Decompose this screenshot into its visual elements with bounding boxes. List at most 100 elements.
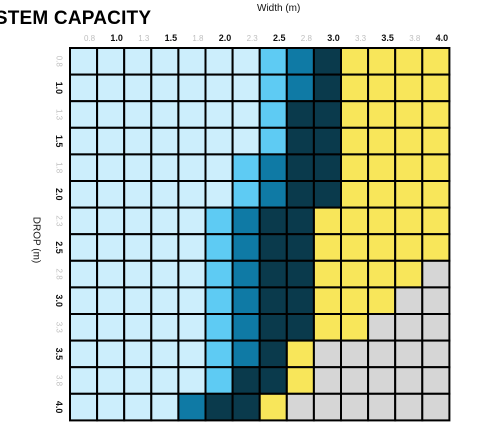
y-tick-label: 0.8 [54,56,63,68]
heatmap-cell-r14-c5 [177,392,207,422]
heatmap-cell-r5-c11 [340,153,370,182]
heatmap-cell-r7-c10 [312,206,342,236]
heatmap-cell-r12-c6 [204,339,234,369]
heatmap-cell-r13-c6 [204,366,234,395]
heatmap-cell-r7-c6 [204,206,234,236]
heatmap-cell-r6-c8 [258,180,288,209]
heatmap-cell-r14-c1 [69,392,99,422]
heatmap-cell-r8-c11 [340,233,370,262]
heatmap-cell-r5-c5 [177,153,207,182]
heatmap-cell-r12-c7 [231,339,261,369]
heatmap-cell-r8-c3 [123,233,153,262]
y-tick-label: 1.0 [54,82,64,95]
heatmap-cell-r12-c11 [340,339,370,369]
heatmap-cell-r13-c10 [312,366,342,395]
heatmap-cell-r12-c14 [421,339,451,369]
heatmap-cell-r3-c12 [367,100,397,129]
heatmap-cell-r9-c13 [394,259,424,289]
heatmap-cell-r8-c6 [204,233,234,262]
heatmap-cell-r6-c9 [285,180,315,209]
heatmap-cell-r7-c14 [421,206,451,236]
heatmap-cell-r5-c13 [394,153,424,182]
heatmap-cell-r9-c9 [285,259,315,289]
heatmap-cell-r13-c5 [177,366,207,395]
heatmap-cell-r3-c6 [204,100,234,129]
heatmap-cell-r8-c14 [421,233,451,262]
heatmap-cell-r7-c5 [177,206,207,236]
heatmap-cell-r1-c8 [258,47,288,76]
heatmap-cell-r5-c6 [204,153,234,182]
heatmap-cell-r9-c8 [258,259,288,289]
heatmap-cell-r14-c14 [421,392,451,422]
heatmap-cell-r11-c8 [258,313,288,342]
heatmap-cell-r11-c13 [394,313,424,342]
heatmap-cell-r13-c11 [340,366,370,395]
heatmap-cell-r4-c8 [258,126,288,156]
heatmap-cell-r11-c5 [177,313,207,342]
heatmap-cell-r4-c12 [367,126,397,156]
heatmap-cell-r1-c14 [421,47,451,76]
heatmap-cell-r2-c6 [204,73,234,103]
heatmap-cell-r13-c14 [421,366,451,395]
x-tick-label: 3.5 [381,33,394,43]
heatmap-cell-r4-c7 [231,126,261,156]
heatmap-cell-r1-c3 [123,47,153,76]
heatmap-cell-r10-c9 [285,286,315,315]
heatmap-cell-r14-c10 [312,392,342,422]
x-tick-label: 1.8 [192,34,204,43]
y-tick-label: 4.0 [54,401,64,414]
heatmap-cell-r7-c2 [96,206,126,236]
heatmap-cell-r12-c4 [150,339,180,369]
heatmap-cell-r10-c5 [177,286,207,315]
heatmap-cell-r8-c1 [69,233,99,262]
heatmap-cell-r14-c11 [340,392,370,422]
heatmap-cell-r2-c5 [177,73,207,103]
heatmap-cell-r3-c11 [340,100,370,129]
heatmap-cell-r8-c9 [285,233,315,262]
heatmap-cell-r10-c10 [312,286,342,315]
heatmap-cell-r13-c1 [69,366,99,395]
heatmap-cell-r9-c12 [367,259,397,289]
heatmap-cell-r8-c13 [394,233,424,262]
y-tick-label: 2.8 [55,269,64,281]
heatmap-cell-r1-c10 [312,47,342,76]
heatmap-cell-r14-c12 [367,392,397,422]
heatmap-cell-r11-c1 [69,313,99,342]
heatmap-cell-r6-c7 [231,180,261,209]
heatmap-cell-r6-c2 [96,180,126,209]
heatmap-cell-r3-c10 [312,100,342,129]
heatmap-cell-r13-c12 [367,366,397,395]
y-tick-label: 3.0 [54,294,64,307]
heatmap-cell-r13-c4 [150,366,180,395]
x-tick-label: 2.8 [301,34,313,43]
heatmap-cell-r9-c4 [150,259,180,289]
heatmap-cell-r4-c5 [177,126,207,156]
heatmap-cell-r3-c13 [394,100,424,129]
heatmap-cell-r5-c4 [150,153,180,182]
heatmap-cell-r10-c1 [69,286,99,315]
heatmap-cell-r2-c1 [69,73,99,103]
x-tick-label: 2.5 [273,33,286,43]
heatmap-cell-r5-c10 [312,153,342,182]
heatmap-cell-r12-c12 [367,339,397,369]
heatmap-cell-r6-c12 [367,180,397,209]
heatmap-cell-r12-c2 [96,339,126,369]
heatmap-cell-r4-c10 [312,126,342,156]
heatmap-cell-r2-c4 [150,73,180,103]
heatmap-cell-r1-c2 [96,47,126,76]
heatmap-cell-r14-c9 [285,392,315,422]
heatmap-cell-r7-c7 [231,206,261,236]
heatmap-cell-r10-c14 [421,286,451,315]
heatmap-cell-r9-c1 [69,259,99,289]
heatmap-cell-r1-c9 [285,47,315,76]
heatmap-cell-r8-c2 [96,233,126,262]
heatmap-cell-r7-c3 [123,206,153,236]
heatmap-cell-r5-c8 [258,153,288,182]
heatmap-cell-r14-c4 [150,392,180,422]
heatmap-cell-r13-c13 [394,366,424,395]
y-tick-labels: 0.8 1.0 1.3 1.5 1.8 2.0 2.3 2.5 2.8 3.0 3.3 3.5 3.8 4… [54,56,64,414]
x-tick-label: 3.0 [327,33,340,43]
heatmap-cell-r2-c12 [367,73,397,103]
heatmap-cell-r12-c9 [285,339,315,369]
x-tick-label: 2.0 [219,33,232,43]
